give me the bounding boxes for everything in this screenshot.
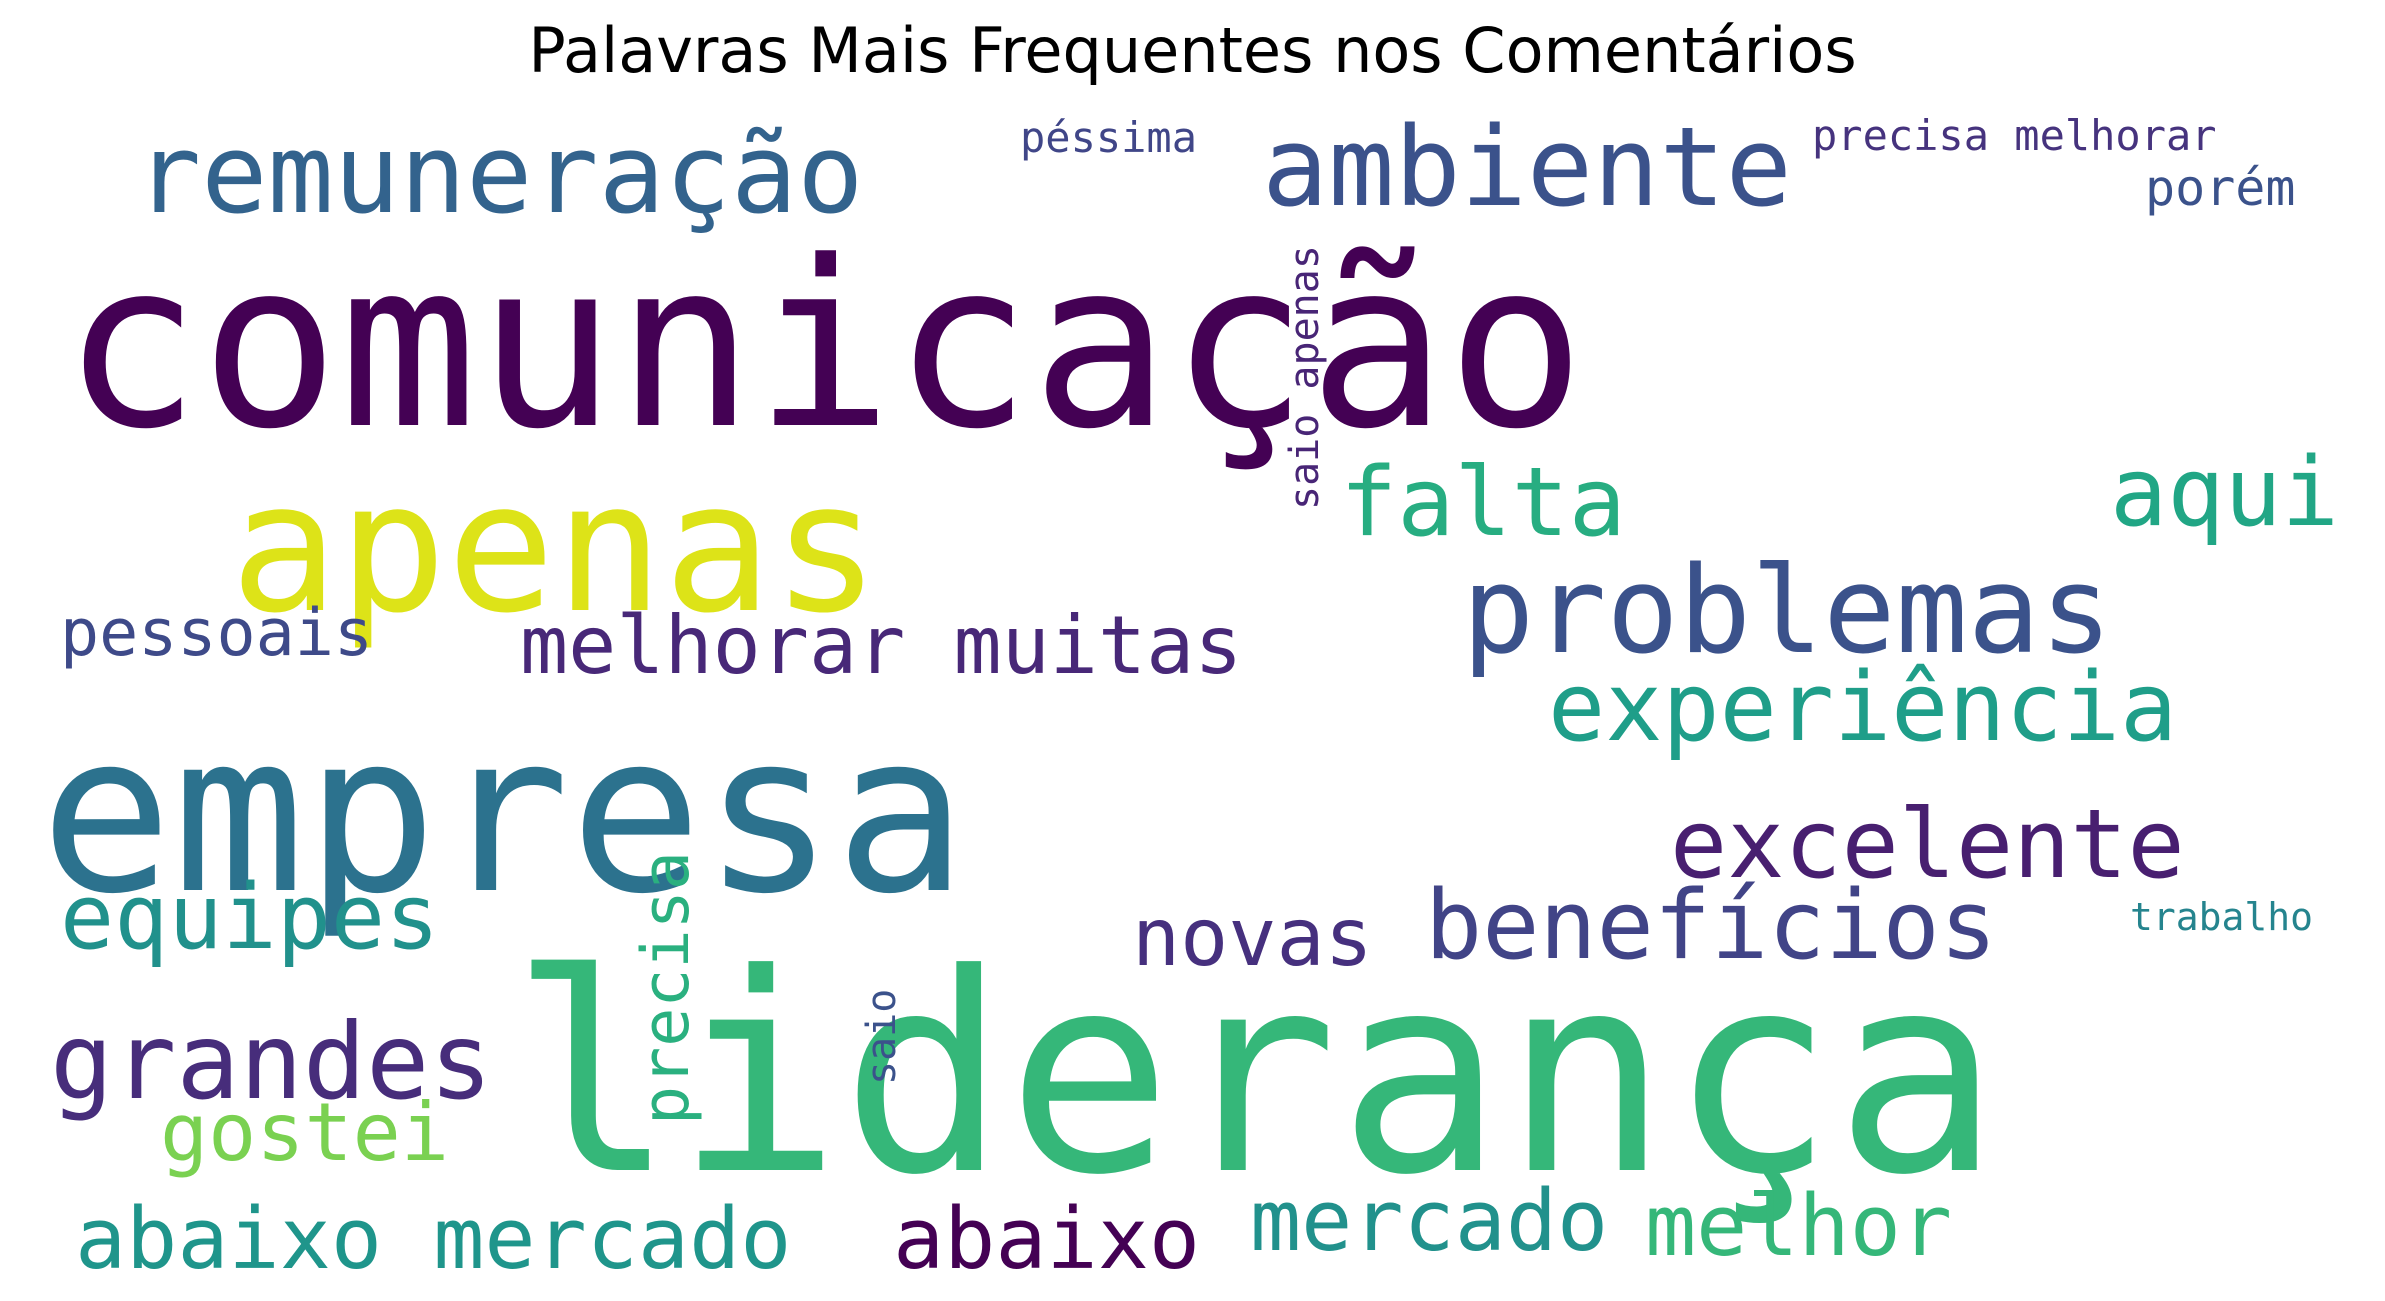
word-liderança: liderança [510,915,2000,1235]
word-porém: porém [2145,159,2296,217]
word-melhorar-muitas: melhorar muitas [520,599,1242,692]
word-novas: novas [1132,891,1373,984]
word-experiência: experiência [1548,653,2177,763]
word-problemas: problemas [1462,542,2112,681]
word-abaixo-mercado: abaixo mercado [75,1190,791,1289]
word-ambiente: ambiente [1262,103,1792,231]
word-gostei: gostei [160,1086,449,1179]
word-benefícios: benefícios [1425,871,1997,981]
word-precisa-melhorar: precisa melhorar [1812,111,2217,160]
word-mercado: mercado [1250,1172,1608,1271]
word-grandes: grandes [50,1001,493,1123]
word-equipes: equipes [60,865,439,970]
word-falta: falta [1340,448,1626,558]
word-trabalho: trabalho [2130,895,2313,939]
word-aqui: aqui [2110,438,2339,548]
word-péssima: péssima [1020,113,1197,162]
word-melhor: melhor [1645,1177,1952,1276]
word-excelente: excelente [1670,790,2185,900]
word-comunicação: comunicação [62,213,1585,480]
word-precisa: precisa [629,851,704,1125]
word-abaixo: abaixo [893,1190,1200,1289]
word-remuneração: remuneração [135,110,863,238]
word-saio: saio [859,989,905,1085]
chart-title: Palavras Mais Frequentes nos Comentários [528,14,1857,87]
word-saio-apenas: saio apenas [1282,245,1328,510]
word-apenas: apenas [230,444,880,653]
word-pessoais: pessoais [60,596,373,671]
word-empresa: empresa [40,686,967,942]
